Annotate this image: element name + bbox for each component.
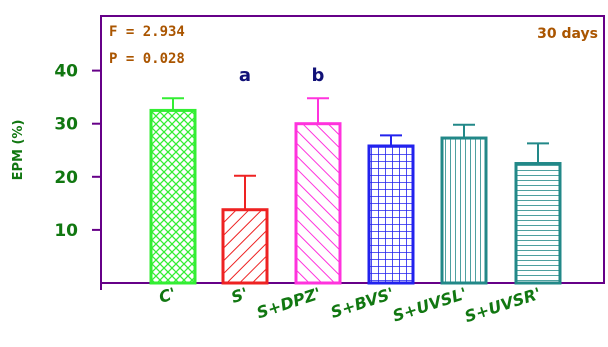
x-tick-label: S' bbox=[229, 284, 250, 307]
y-tick-label: 40 bbox=[54, 62, 78, 82]
bar-5 bbox=[514, 162, 562, 285]
p-value: P = 0.028 bbox=[109, 51, 185, 67]
f-statistic: F = 2.934 bbox=[109, 24, 185, 40]
x-tick-label: S+UVSR' bbox=[462, 284, 543, 326]
x-tick-label: S+DPZ' bbox=[254, 284, 323, 323]
bar-3 bbox=[367, 144, 415, 285]
bar-2 bbox=[294, 122, 342, 285]
bar-4 bbox=[440, 136, 488, 285]
period-label: 30 days bbox=[537, 26, 598, 42]
significance-label: a bbox=[239, 65, 251, 86]
y-tick-label: 10 bbox=[54, 221, 78, 241]
bar-0 bbox=[149, 108, 197, 285]
x-tick-label: S+BVS' bbox=[328, 284, 396, 322]
x-tick-label: S+UVSL' bbox=[390, 284, 469, 326]
x-tick-label: C' bbox=[157, 284, 179, 307]
significance-label: b bbox=[312, 65, 325, 86]
y-axis-label: EPM (%) bbox=[11, 120, 26, 181]
y-tick-label: 20 bbox=[54, 168, 78, 188]
bar-1 bbox=[221, 208, 269, 285]
y-tick-label: 30 bbox=[54, 115, 78, 135]
